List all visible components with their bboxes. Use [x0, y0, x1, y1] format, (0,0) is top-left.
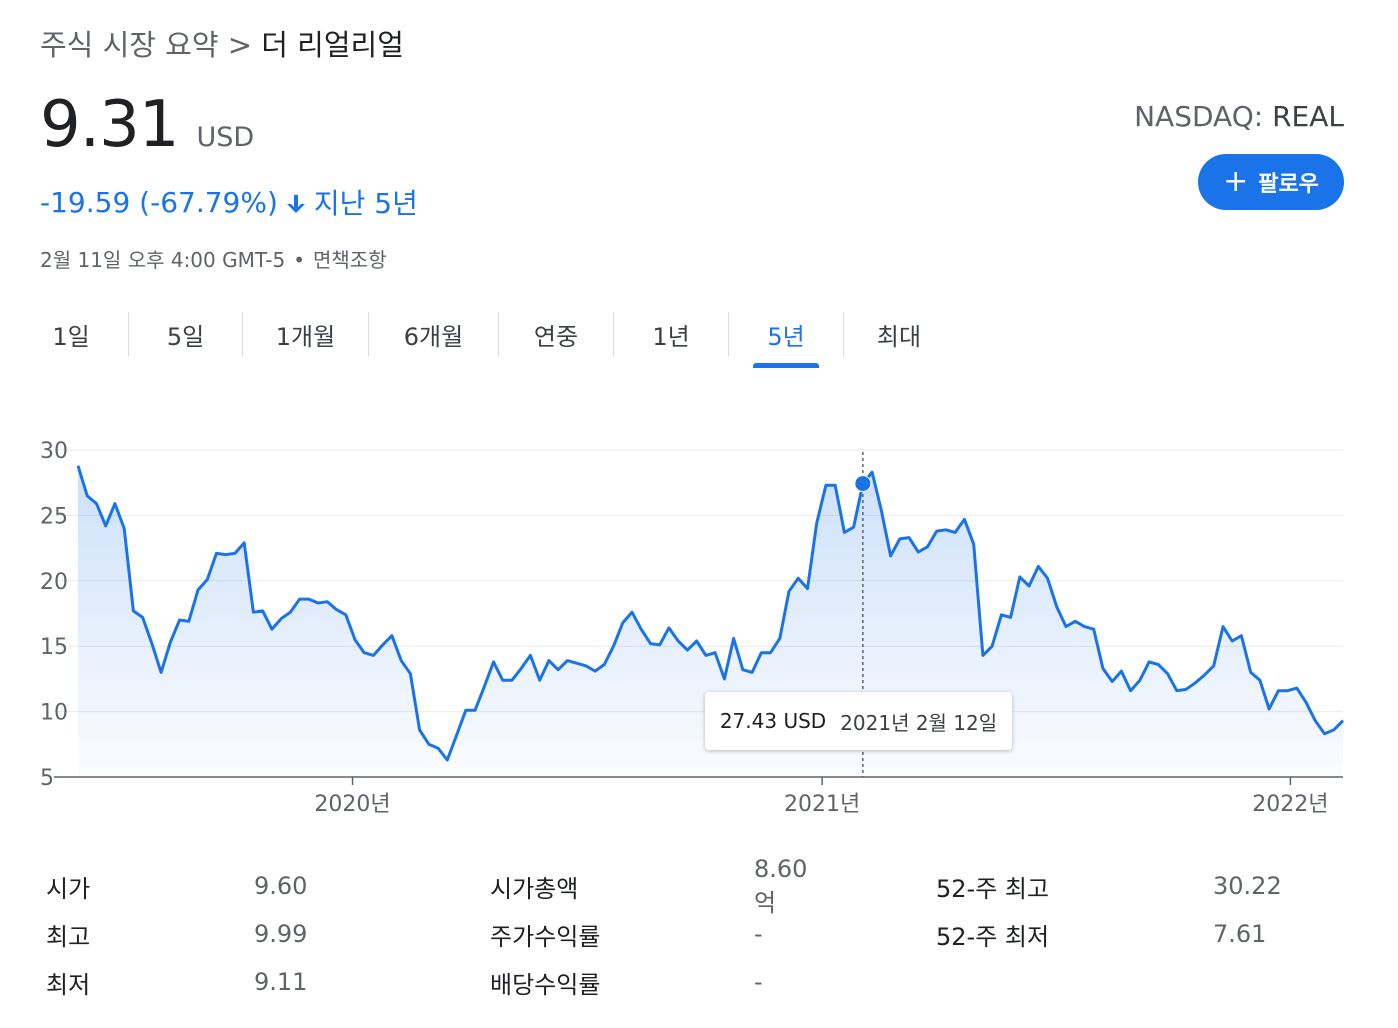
tab-1y[interactable]: 1년: [614, 312, 729, 356]
stat-low: 최저 9.11: [46, 968, 308, 999]
time-range-tabs: 1일 5일 1개월 6개월 연중 1년 5년 최대: [14, 312, 954, 368]
stats-column-2: 시가총액 8.60억 주가수익률 - 배당수익률 -: [490, 854, 808, 1006]
stat-high: 최고 9.99: [46, 920, 308, 951]
ticker-symbol: REAL: [1272, 100, 1344, 133]
tab-label: 최대: [876, 322, 922, 351]
chart-tooltip: 27.43 USD 2021년 2월 12일: [705, 692, 1012, 750]
exchange-name: NASDAQ:: [1134, 100, 1264, 133]
tooltip-value: 27.43 USD: [719, 709, 827, 733]
breadcrumb-current: 더 리얼리얼: [261, 28, 404, 62]
stats-column-3: 52-주 최고 30.22 52-주 최저 7.61: [936, 862, 1282, 958]
stat-open: 시가 9.60: [46, 872, 308, 903]
breadcrumb-separator: >: [227, 28, 253, 62]
y-tick-label: 25: [40, 504, 68, 529]
tab-label: 1개월: [275, 322, 336, 351]
stat-52w-high: 52-주 최고 30.22: [936, 872, 1282, 903]
stat-pe-ratio: 주가수익률 -: [490, 920, 763, 951]
quote-timestamp: 2월 11일 오후 4:00 GMT-5 • 면책조항: [40, 244, 387, 273]
y-tick-label: 30: [40, 439, 68, 464]
tooltip-date: 2021년 2월 12일: [840, 710, 998, 735]
tab-5y[interactable]: 5년: [729, 312, 844, 356]
price-line: [76, 465, 1345, 762]
plus-icon: +: [1223, 164, 1249, 199]
stat-market-cap: 시가총액 8.60억: [490, 854, 808, 917]
price-row: 9.31 USD: [40, 88, 254, 162]
price-currency: USD: [196, 122, 255, 153]
tab-max[interactable]: 최대: [844, 312, 954, 356]
bullet-separator: •: [293, 248, 305, 272]
x-tick-label: 2020년: [314, 792, 390, 817]
breadcrumb-parent[interactable]: 주식 시장 요약: [40, 28, 219, 62]
tab-1m[interactable]: 1개월: [243, 312, 369, 356]
y-tick-label: 15: [40, 635, 68, 660]
price-area: [78, 465, 1343, 777]
tab-label: 1일: [52, 322, 90, 351]
highlight-point: [854, 475, 872, 493]
stat-52w-low: 52-주 최저 7.61: [936, 920, 1267, 951]
x-tick-label: 2021년: [784, 792, 860, 817]
tab-1d[interactable]: 1일: [14, 312, 129, 356]
exchange-ticker: NASDAQ: REAL: [1134, 100, 1344, 133]
stock-price: 9.31: [40, 88, 179, 162]
breadcrumb: 주식 시장 요약 > 더 리얼리얼: [40, 22, 404, 64]
stats-column-1: 시가 9.60 최고 9.99 최저 9.11: [46, 862, 308, 1006]
tab-label: 5일: [166, 322, 205, 351]
y-tick-label: 20: [40, 570, 68, 595]
tab-ytd[interactable]: 연중: [499, 312, 614, 356]
arrow-down-icon: [284, 190, 308, 214]
y-tick-label: 10: [40, 701, 68, 726]
price-change: -19.59 (-67.79%) 지난 5년: [40, 182, 418, 222]
x-tick-label: 2022년: [1252, 792, 1328, 817]
price-change-period: 지난 5년: [313, 187, 418, 220]
price-change-value: -19.59 (-67.79%): [40, 185, 278, 219]
stat-dividend-yield: 배당수익률 -: [490, 968, 763, 999]
y-tick-label: 5: [40, 766, 54, 791]
tab-6m[interactable]: 6개월: [369, 312, 499, 356]
follow-button-label: 팔로우: [1258, 172, 1319, 197]
tab-label: 6개월: [403, 322, 464, 351]
disclaimer-link[interactable]: 면책조항: [313, 248, 387, 272]
tab-label: 1년: [652, 322, 690, 351]
tab-5d[interactable]: 5일: [129, 312, 243, 356]
tab-label: 5년: [767, 322, 805, 351]
tab-label: 연중: [533, 322, 579, 351]
timestamp-text: 2월 11일 오후 4:00 GMT-5: [40, 248, 286, 272]
follow-button[interactable]: + 팔로우: [1198, 154, 1344, 210]
price-chart[interactable]: 30 25 20 15 10 5 2020년 2021년 2022년: [0, 420, 1398, 830]
